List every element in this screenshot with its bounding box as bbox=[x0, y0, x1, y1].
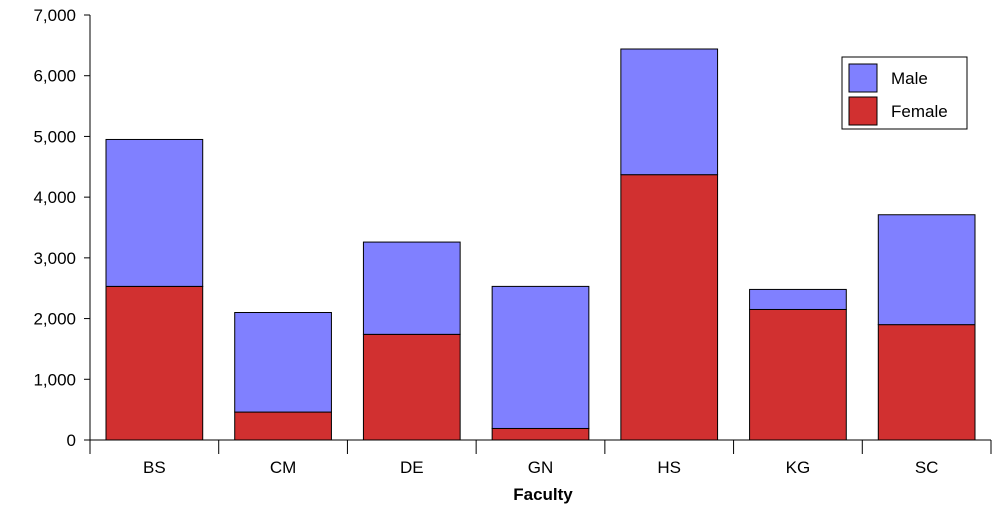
legend-swatch-female bbox=[848, 96, 878, 126]
bar-male-de bbox=[362, 241, 461, 335]
x-axis: BS CM DE GN HS KG SC bbox=[89, 439, 992, 477]
bar-female-cm bbox=[234, 411, 332, 441]
bar-female-gn bbox=[491, 427, 590, 441]
y-tick-label: 3,000 bbox=[33, 249, 76, 268]
bar-male-cm bbox=[234, 312, 332, 413]
bar-male-kg bbox=[749, 288, 847, 310]
x-tick-label: BS bbox=[143, 458, 166, 477]
bar-male-sc bbox=[877, 214, 976, 326]
y-tick-label: 5,000 bbox=[33, 127, 76, 146]
bar-female-de bbox=[362, 333, 461, 441]
bar-male-hs bbox=[620, 48, 719, 176]
legend-label-female: Female bbox=[891, 102, 948, 121]
y-tick-label: 1,000 bbox=[33, 370, 76, 389]
x-tick-label: KG bbox=[786, 458, 811, 477]
x-tick-label: SC bbox=[915, 458, 939, 477]
bar-male-bs bbox=[105, 138, 204, 287]
y-tick-label: 7,000 bbox=[33, 6, 76, 25]
bar-female-sc bbox=[877, 324, 976, 441]
y-tick-label: 0 bbox=[67, 431, 76, 450]
bar-male-gn bbox=[491, 285, 590, 429]
y-tick-label: 2,000 bbox=[33, 310, 76, 329]
bar-female-hs bbox=[620, 174, 719, 441]
bar-female-kg bbox=[749, 308, 847, 441]
legend: Male Female bbox=[841, 56, 968, 130]
x-tick-label: CM bbox=[270, 458, 296, 477]
y-axis: 0 1,000 2,000 3,000 4,000 5,000 6,000 7,000 bbox=[33, 6, 91, 450]
bars bbox=[105, 48, 976, 441]
legend-label-male: Male bbox=[891, 69, 928, 88]
x-tick-label: HS bbox=[657, 458, 681, 477]
legend-swatch-male bbox=[848, 63, 878, 93]
y-tick-label: 4,000 bbox=[33, 188, 76, 207]
y-tick-label: 6,000 bbox=[33, 67, 76, 86]
x-axis-label: Faculty bbox=[513, 485, 573, 504]
x-tick-label: DE bbox=[400, 458, 424, 477]
x-tick-label: GN bbox=[528, 458, 554, 477]
bar-female-bs bbox=[105, 285, 204, 441]
